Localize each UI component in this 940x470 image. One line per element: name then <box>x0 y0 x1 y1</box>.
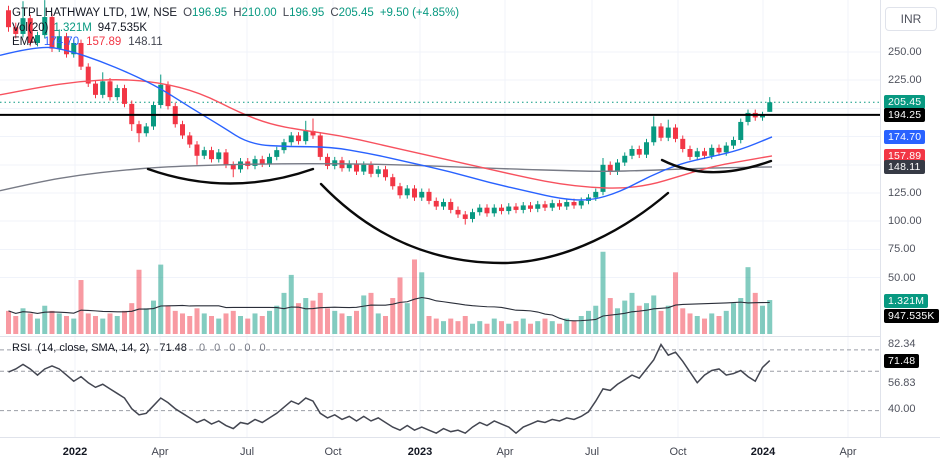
axis-tick-label: 82.34 <box>888 338 916 350</box>
volume-value: 1.321M <box>53 21 92 34</box>
axis-tick-label: 40.00 <box>888 402 916 415</box>
symbol-legend: GTPL HATHWAY LTD, 1W, NSE O196.95 H210.00 L… <box>12 6 459 50</box>
ohlc-key: L <box>282 7 290 19</box>
price-axis[interactable]: 250.00 225.00 125.00 100.00 75.00 50.00 205.45… <box>880 0 940 437</box>
axis-tick-label: 56.83 <box>888 377 916 389</box>
axis-tick-label: 75.00 <box>888 243 916 256</box>
time-tick-label: Apr <box>151 446 169 458</box>
time-tick-label: 2024 <box>750 446 776 458</box>
rsi-indicator-label[interactable]: RSI <box>12 342 31 354</box>
ohlc-value: 196.95 <box>289 7 325 19</box>
ema-value: 157.89 <box>86 36 122 48</box>
rsi-extra-value: 0 <box>214 342 221 354</box>
volume-indicator-label[interactable]: Vol(20) <box>12 21 49 34</box>
rsi-extra-value: 0 <box>259 342 266 354</box>
time-tick-label: Jul <box>239 446 255 458</box>
rsi-params: (14, close, SMA, 14, 2) <box>37 342 150 354</box>
ohlc-value: 196.95 <box>192 7 228 19</box>
axis-tick-label: 225.00 <box>888 74 922 87</box>
ohlc-key: C <box>330 7 339 19</box>
axis-price-badge: 947.535K <box>884 309 939 323</box>
ema-value: 148.11 <box>128 36 163 48</box>
axis-price-badge: 1.321M <box>884 294 929 308</box>
rsi-extra-value: 0 <box>229 342 236 354</box>
ohlc-values: O196.95 H210.00 L196.95 C205.45 <box>177 7 374 19</box>
time-tick-label: Apr <box>839 446 857 458</box>
axis-price-badge: 148.11 <box>884 159 925 174</box>
axis-tick-label: 125.00 <box>888 187 922 199</box>
change-value: +9.50 (+4.85%) <box>379 7 460 19</box>
axis-price-badge: 174.70 <box>884 129 926 144</box>
time-tick-label: 2022 <box>62 446 88 458</box>
time-tick-label: Jul <box>584 446 600 458</box>
axis-price-badge: 194.25 <box>884 107 926 122</box>
axis-price-badge: 71.48 <box>884 353 920 368</box>
ema-indicator-label[interactable]: EMA <box>12 36 37 48</box>
ohlc-key: O <box>183 7 193 19</box>
currency-button[interactable]: INR <box>885 7 937 31</box>
ohlc-key: H <box>233 7 242 19</box>
time-tick-label: 2023 <box>407 446 433 458</box>
rsi-extra-value: 0 <box>198 342 206 354</box>
time-tick-label: Oct <box>324 446 342 458</box>
axis-tick-label: 50.00 <box>888 271 916 284</box>
axis-price-badge: 205.45 <box>884 95 926 110</box>
axis-tick-label: 250.00 <box>888 46 922 58</box>
volume-ma-value: 947.535K <box>97 21 148 34</box>
symbol-title[interactable]: GTPL HATHWAY LTD, 1W, NSE <box>12 7 178 19</box>
ohlc-value: 210.00 <box>241 7 277 19</box>
axis-price-badge: 157.89 <box>884 148 926 163</box>
axis-tick-label: 100.00 <box>888 215 922 228</box>
rsi-extra-value: 0 <box>244 342 251 354</box>
ohlc-value: 205.45 <box>338 7 374 19</box>
time-tick-label: Apr <box>496 446 514 458</box>
rsi-value: 71.48 <box>159 342 187 354</box>
time-tick-label: Oct <box>669 446 687 458</box>
ema-values: 174.70 157.89 148.11 <box>37 36 163 48</box>
ema-value: 174.70 <box>43 36 80 48</box>
time-axis[interactable]: 2022 Apr Jul Oct 2023 Apr Jul Oct 2024 Apr <box>0 437 940 470</box>
